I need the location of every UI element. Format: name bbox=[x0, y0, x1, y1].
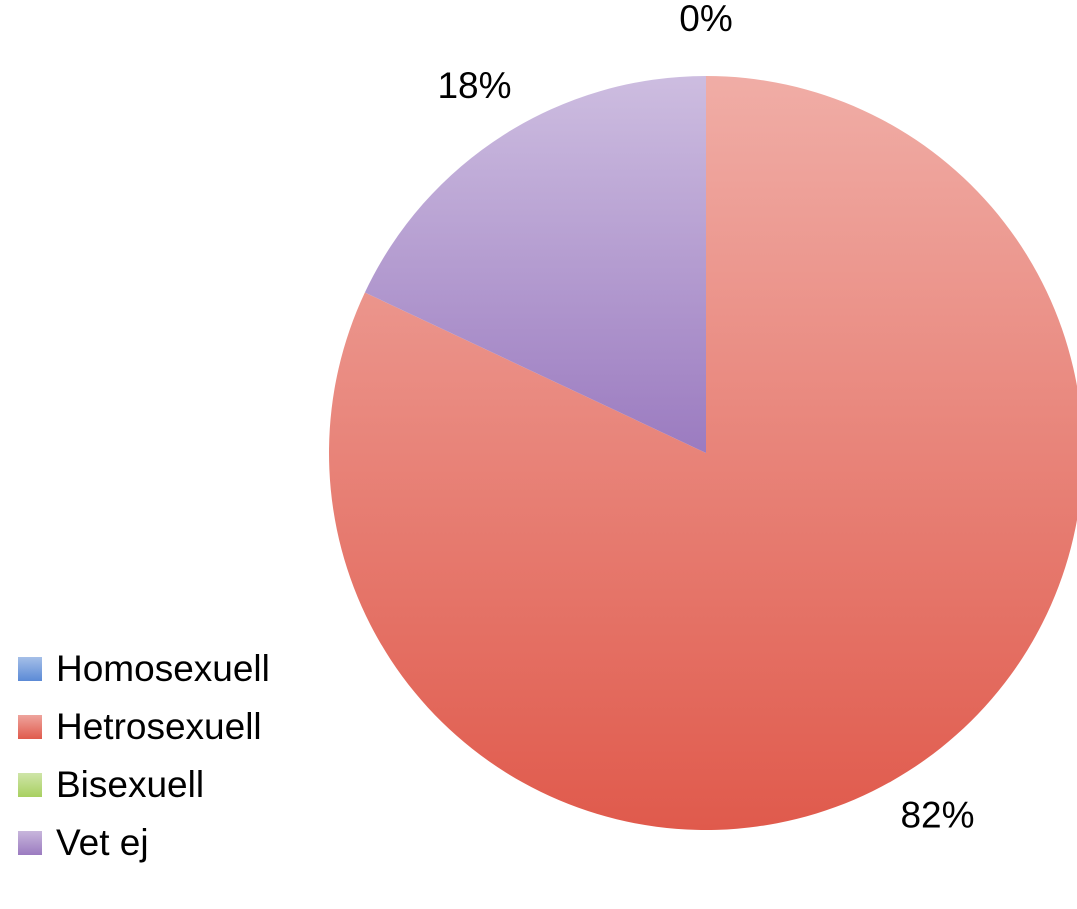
legend-item-homosexuell: Homosexuell bbox=[18, 640, 318, 698]
data-label-hetrosexuell: 82% bbox=[900, 795, 974, 836]
legend-item-vet-ej: Vet ej bbox=[18, 814, 318, 872]
pie-slice-vet-ej bbox=[364, 76, 706, 453]
legend-swatch-bisexuell bbox=[18, 773, 42, 797]
legend-item-bisexuell: Bisexuell bbox=[18, 756, 318, 814]
legend-label-vet-ej: Vet ej bbox=[56, 822, 149, 863]
legend-swatch-homosexuell bbox=[18, 657, 42, 681]
pie-slices bbox=[329, 76, 1077, 830]
legend-label-hetrosexuell: Hetrosexuell bbox=[56, 706, 262, 747]
legend-label-homosexuell: Homosexuell bbox=[56, 648, 270, 689]
legend-label-bisexuell: Bisexuell bbox=[56, 764, 205, 805]
pie-slice-hetrosexuell bbox=[329, 76, 1077, 830]
data-label-homosexuell: 0% bbox=[679, 0, 732, 39]
legend-swatch-vet-ej bbox=[18, 831, 42, 855]
legend-item-hetrosexuell: Hetrosexuell bbox=[18, 698, 318, 756]
legend: Homosexuell Hetrosexuell Bisexuell Vet e… bbox=[18, 640, 318, 872]
pie-data-labels: 0% 82% 18% bbox=[437, 0, 974, 836]
data-label-vet-ej: 18% bbox=[437, 65, 511, 106]
legend-swatch-hetrosexuell bbox=[18, 715, 42, 739]
